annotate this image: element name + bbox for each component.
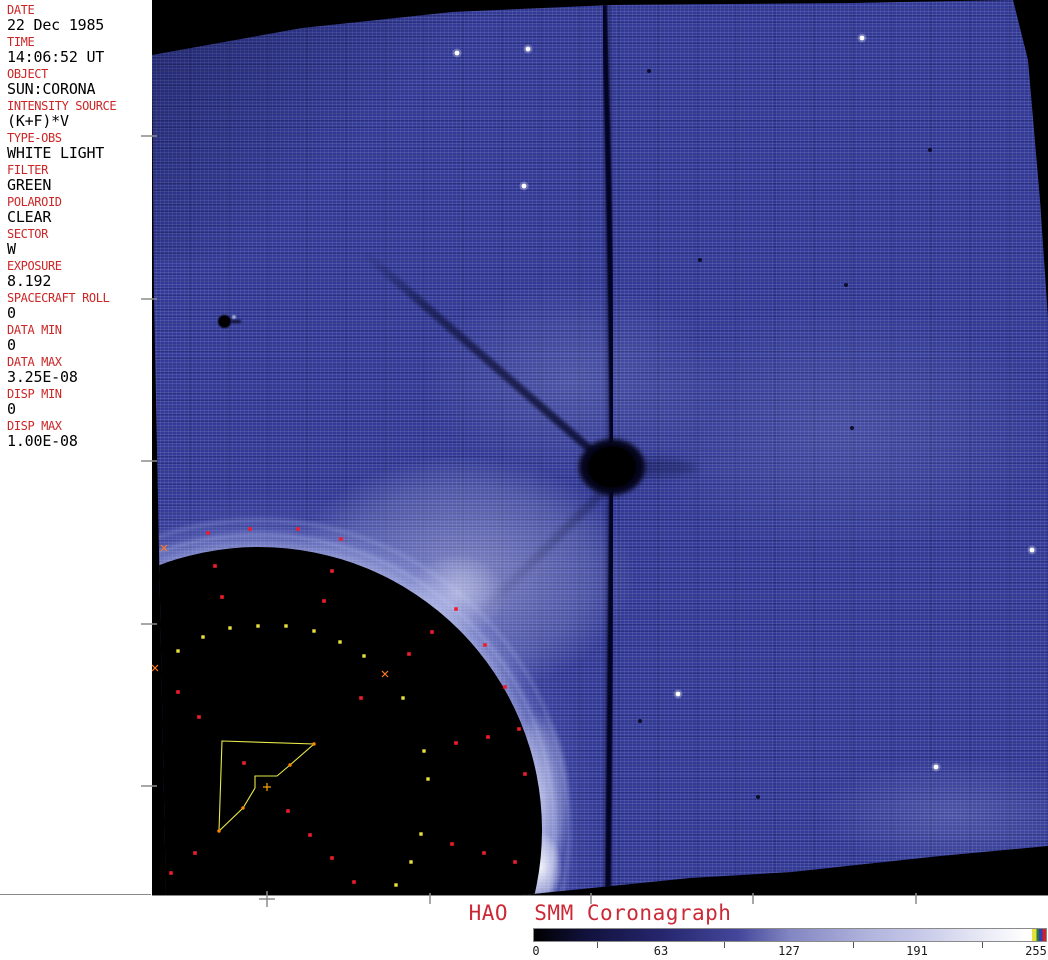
- field-label: TIME: [7, 35, 35, 49]
- metadata-field-disp-max: DISP MAX 1.00E-08: [7, 419, 151, 451]
- field-label: DATA MIN: [7, 323, 62, 337]
- field-value: 0: [7, 400, 16, 418]
- field-value: 0: [7, 304, 16, 322]
- field-value: W: [7, 240, 16, 258]
- field-value: 8.192: [7, 272, 52, 290]
- field-value: 1.00E-08: [7, 432, 78, 450]
- field-value: 14:06:52 UT: [7, 48, 105, 66]
- field-label: OBJECT: [7, 67, 48, 81]
- field-label: FILTER: [7, 163, 48, 177]
- colorbar-tick-label: 0: [532, 944, 540, 958]
- metadata-field-exposure: EXPOSURE 8.192: [7, 259, 151, 291]
- metadata-field-data-min: DATA MIN 0: [7, 323, 151, 355]
- colorbar-tick-label: 255: [1025, 944, 1047, 958]
- field-label: DISP MAX: [7, 419, 62, 433]
- dust-spot-glint: [232, 315, 236, 319]
- colorbar-tick-label: 127: [778, 944, 800, 958]
- field-label: DATA MAX: [7, 355, 62, 369]
- field-label: INTENSITY SOURCE: [7, 99, 117, 113]
- field-value: SUN:CORONA: [7, 80, 96, 98]
- field-value: GREEN: [7, 176, 52, 194]
- field-value: CLEAR: [7, 208, 52, 226]
- faint-glow: [372, 250, 772, 510]
- field-value: 3.25E-08: [7, 368, 78, 386]
- metadata-field-type-obs: TYPE-OBS WHITE LIGHT: [7, 131, 151, 163]
- field-value: 22 Dec 1985: [7, 16, 105, 34]
- faint-glow-right: [562, 260, 1048, 600]
- field-label: SECTOR: [7, 227, 48, 241]
- metadata-field-object: OBJECT SUN:CORONA: [7, 67, 151, 99]
- metadata-field-spacecraft-roll: SPACECRAFT ROLL 0: [7, 291, 151, 323]
- metadata-sidebar: DATE 22 Dec 1985 TIME 14:06:52 UT OBJECT SUN:…: [0, 0, 151, 895]
- metadata-field-sector: SECTOR W: [7, 227, 151, 259]
- metadata-field-date: DATE 22 Dec 1985: [7, 3, 151, 35]
- metadata-field-disp-min: DISP MIN 0: [7, 387, 151, 419]
- field-label: DISP MIN: [7, 387, 62, 401]
- coronagraph-image-canvas: [152, 0, 1048, 896]
- image-title: HAO SMM Coronagraph: [468, 901, 732, 925]
- field-label: DATE: [7, 3, 35, 17]
- colorbar-tick-label: 191: [906, 944, 928, 958]
- field-label: POLAROID: [7, 195, 62, 209]
- field-value: 0: [7, 336, 16, 354]
- metadata-field-data-max: DATA MAX 3.25E-08: [7, 355, 151, 387]
- metadata-field-time: TIME 14:06:52 UT: [7, 35, 151, 67]
- coronagraph-photo: [152, 0, 1048, 895]
- metadata-field-intensity-source: INTENSITY SOURCE (K+F)*V: [7, 99, 151, 131]
- metadata-field-filter: FILTER GREEN: [7, 163, 151, 195]
- dust-spot-tail: [231, 320, 241, 323]
- field-label: TYPE-OBS: [7, 131, 62, 145]
- field-value: WHITE LIGHT: [7, 144, 105, 162]
- occulter-center-blob-core: [588, 446, 636, 488]
- colorbar: [533, 928, 1047, 942]
- dust-spot: [218, 315, 231, 328]
- colorbar-tick-label: 63: [653, 944, 669, 958]
- field-label: SPACECRAFT ROLL: [7, 291, 110, 305]
- field-value: (K+F)*V: [7, 112, 69, 130]
- metadata-field-polaroid: POLAROID CLEAR: [7, 195, 151, 227]
- field-label: EXPOSURE: [7, 259, 62, 273]
